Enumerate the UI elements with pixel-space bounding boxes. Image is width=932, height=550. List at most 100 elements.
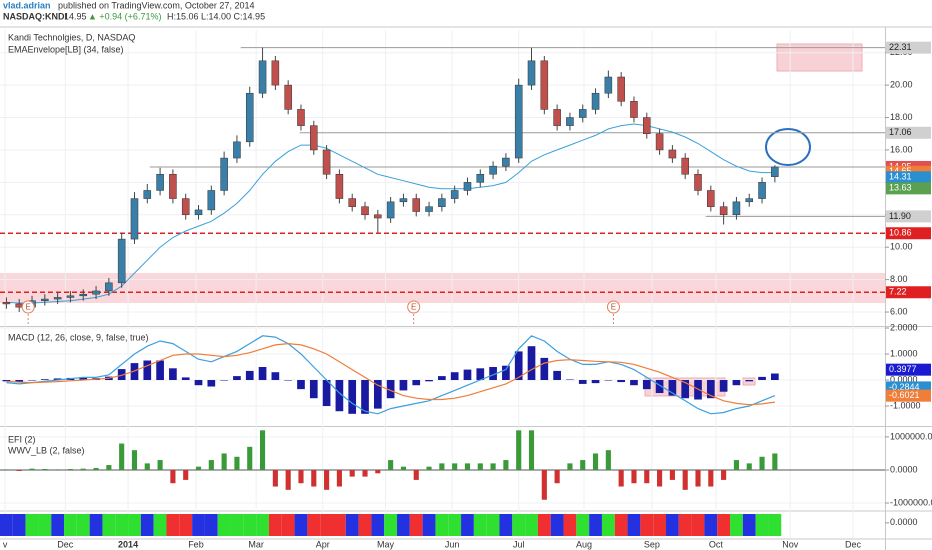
candle-body	[694, 174, 702, 191]
wwv-stripe	[525, 514, 538, 536]
candle-body	[514, 84, 523, 159]
wwv-stripe	[461, 514, 474, 536]
zone	[742, 377, 756, 386]
candle-body	[348, 198, 356, 207]
histogram-bar	[258, 367, 267, 381]
wwv-stripe	[678, 514, 692, 536]
wwv-stripe	[51, 514, 65, 536]
candle-body	[758, 182, 766, 199]
wwv-stripe	[268, 514, 282, 536]
wwv-stripe	[422, 514, 436, 536]
circle-annotation	[765, 128, 811, 166]
indicator-line	[6, 335, 776, 415]
histogram-bar	[476, 368, 485, 381]
candle-body	[156, 174, 164, 191]
candle-body	[220, 157, 228, 191]
candle-body	[425, 206, 433, 212]
wwv-stripe	[614, 514, 628, 536]
x-tick-label: Dec	[57, 539, 74, 549]
wwv-stripe	[550, 514, 564, 536]
efi-bar	[3, 469, 9, 470]
histogram-bar	[450, 372, 459, 381]
wwv-stripe	[371, 514, 385, 536]
candle-body	[502, 157, 510, 167]
wwv-stripe	[332, 514, 346, 536]
wwv-stripe	[448, 514, 462, 536]
wwv-stripe	[140, 514, 154, 536]
efi-bar	[772, 453, 778, 470]
event-label: E	[26, 303, 31, 312]
efi-bar	[388, 460, 394, 470]
efi-bar	[272, 469, 278, 487]
candle-body	[681, 157, 689, 175]
wwv-stripe	[307, 514, 321, 536]
wwv-stripe	[397, 514, 410, 536]
x-tick-label: Mar	[248, 539, 264, 549]
histogram-bar	[245, 370, 254, 381]
efi-bar	[362, 469, 368, 477]
histogram-bar	[566, 379, 574, 381]
efi-bar	[503, 460, 509, 470]
header-user: vlad.adrian	[3, 0, 51, 10]
wwv-stripe	[473, 514, 487, 536]
efi-bar	[298, 469, 304, 484]
efi-bar	[708, 469, 714, 487]
y-tick-label: -1000000.0000	[890, 497, 932, 507]
wwv-stripe	[281, 514, 295, 536]
histogram-bar	[514, 351, 523, 381]
price-badge	[886, 363, 931, 376]
candle-body	[630, 101, 638, 118]
efi-bar	[336, 469, 342, 487]
candle-body	[745, 198, 754, 203]
candle-body	[438, 198, 446, 207]
candle-body	[245, 92, 254, 143]
event-label: E	[611, 303, 616, 312]
wwv-title: WWV_LB (2, false)	[8, 445, 85, 455]
wwv-stripe	[230, 514, 244, 536]
candle-body	[771, 166, 779, 177]
wwv-stripe	[589, 514, 602, 536]
efi-bar	[208, 460, 214, 470]
price-badge-label: 14.65	[889, 166, 912, 176]
efi-bar	[221, 453, 227, 470]
price-badge-label: 0.3977	[889, 364, 917, 374]
candle-body	[181, 198, 190, 216]
efi-bar	[119, 443, 125, 470]
wwv-stripe	[512, 514, 526, 536]
efi-bar	[157, 460, 163, 470]
histogram-bar	[604, 380, 613, 381]
wwv-stripe	[192, 514, 205, 536]
histogram-bar	[655, 380, 664, 394]
wwv-stripe	[12, 514, 26, 536]
y-tick-label: 16.00	[890, 144, 913, 154]
price-badge	[886, 126, 931, 139]
candle-body	[386, 201, 395, 219]
candle-body	[707, 190, 715, 207]
candle-body	[591, 92, 600, 110]
price-badge-label: 22.31	[889, 42, 912, 52]
wwv-stripe	[717, 514, 731, 536]
candle-body	[578, 109, 587, 118]
wwv-stripe	[128, 514, 141, 536]
y-tick-label: 8.00	[890, 274, 908, 284]
candle-body	[540, 60, 549, 110]
candle-body	[335, 174, 344, 199]
histogram-bar	[463, 369, 472, 381]
histogram-bar	[79, 377, 88, 381]
efi-bar	[400, 466, 406, 470]
wwv-stripe	[742, 514, 756, 536]
candle-body	[15, 303, 23, 308]
candle-body	[604, 76, 613, 94]
price-badge-label: 13.63	[889, 183, 912, 193]
histogram-bar	[233, 376, 241, 381]
candle-body	[617, 76, 625, 102]
y-tick-label: 20.00	[890, 79, 913, 89]
wwv-stripe	[320, 514, 333, 536]
efi-bar	[16, 469, 22, 471]
x-tick-label: v	[3, 539, 8, 549]
efi-bar	[144, 463, 150, 470]
candle-body	[297, 109, 305, 126]
candle-body	[53, 297, 62, 300]
candle-body	[643, 117, 651, 134]
wwv-stripe	[653, 514, 666, 536]
